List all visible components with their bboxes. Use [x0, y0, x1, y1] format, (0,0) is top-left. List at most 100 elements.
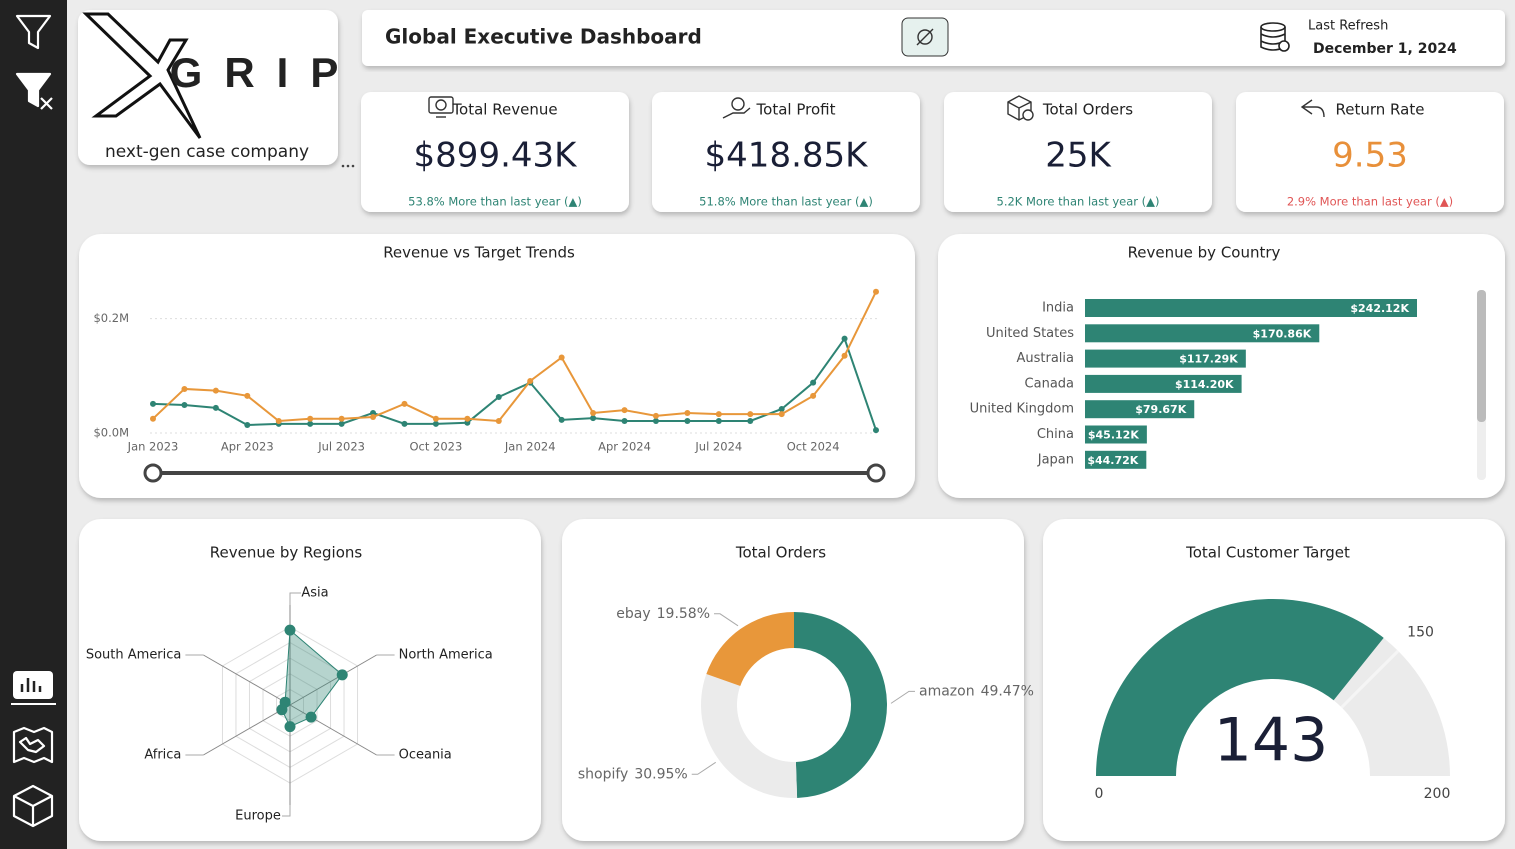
y-tick-label: India: [1042, 301, 1074, 316]
range-slider-handle[interactable]: [143, 463, 163, 483]
series-point: [370, 413, 377, 420]
x-tick-label: Oct 2024: [787, 440, 840, 454]
report-icon[interactable]: [11, 671, 56, 705]
series-point: [873, 288, 879, 295]
y-tick-label: United States: [986, 326, 1074, 341]
x-tick-label: Apr 2023: [221, 440, 274, 454]
radar-label: Europe: [235, 809, 281, 824]
data-label: $45.12K: [1088, 429, 1139, 442]
gauge-value-label: 143: [1214, 706, 1329, 776]
series-point: [338, 420, 345, 427]
leader-line: [289, 592, 301, 605]
bar: [1085, 400, 1195, 419]
series-point: [715, 411, 722, 418]
bar: [1085, 299, 1417, 317]
logo-x: [82, 12, 202, 139]
gauge-target: [1340, 649, 1400, 709]
series-point: [621, 407, 628, 414]
series-point: [810, 392, 817, 399]
data-label: $79.67K: [1135, 403, 1186, 416]
series-point: [841, 335, 848, 342]
series-point: [810, 379, 817, 386]
series-point: [684, 417, 691, 424]
box-icon[interactable]: [12, 784, 54, 828]
data-label: $170.86K: [1253, 327, 1312, 340]
kpi-change: 5.2K More than last year (▲): [997, 195, 1160, 209]
y-tick-label: Japan: [1037, 452, 1074, 467]
series-point: [275, 417, 282, 424]
series-point: [150, 415, 156, 422]
series-point: [401, 420, 408, 427]
category-label: shopify: [578, 766, 628, 782]
gauge-target-label: 150: [1407, 624, 1434, 640]
map-icon[interactable]: [12, 726, 54, 764]
donut-label: ebay 19.58%: [616, 606, 710, 622]
series-point: [841, 352, 848, 359]
bar: [1085, 374, 1242, 393]
refresh-label: Last Refresh: [1308, 19, 1388, 34]
radar-point: [305, 711, 317, 723]
series-point: [652, 412, 659, 419]
radar-axis: [203, 704, 291, 756]
database-icon: [1260, 22, 1290, 52]
scrollbar-thumb[interactable]: [1477, 290, 1486, 422]
refresh-date: December 1, 2024: [1313, 41, 1457, 57]
kpi-card: [944, 92, 1212, 212]
series-point: [621, 417, 628, 424]
gauge-value: [1096, 599, 1384, 776]
data-label: 49.47%: [981, 683, 1034, 699]
series-point: [558, 416, 565, 423]
radar-point: [279, 696, 291, 708]
x-tick-label: Jul 2023: [317, 440, 365, 454]
series-point: [338, 415, 345, 422]
radar-label: Africa: [144, 748, 181, 763]
radar-point: [336, 669, 348, 681]
series-point: [684, 409, 691, 416]
radar-label: South America: [86, 648, 182, 663]
series-point: [590, 415, 597, 422]
radar-card: [79, 519, 541, 841]
kpi-value: $899.43K: [414, 136, 579, 176]
series-point: [212, 404, 219, 411]
chart-title: Total Orders: [735, 544, 826, 562]
kpi-value: $418.85K: [705, 136, 870, 176]
donut-label: amazon 49.47%: [919, 683, 1034, 699]
clear-filter-icon[interactable]: [15, 72, 52, 108]
series-line: [152, 291, 877, 423]
x-tick-label: Apr 2024: [598, 440, 651, 454]
y-tick-label: Canada: [1025, 376, 1074, 391]
y-tick-label: Australia: [1016, 351, 1074, 366]
kpi-label: Total Revenue: [451, 101, 557, 119]
logo-brand: GRIP: [170, 49, 361, 96]
series-point: [244, 421, 251, 428]
series-point: [715, 417, 722, 424]
theme-button[interactable]: [901, 17, 949, 57]
y-tick-label: $0.0M: [93, 426, 129, 440]
x-tick-label: Jul 2024: [694, 440, 742, 454]
x-tick-label: Jan 2024: [504, 440, 556, 454]
series-point: [181, 385, 188, 392]
series-point: [244, 392, 251, 399]
radar-axis: [289, 704, 377, 756]
more-options[interactable]: [341, 164, 355, 168]
leader-line: [282, 805, 291, 817]
category-label: amazon: [919, 683, 975, 699]
range-slider-handle[interactable]: [866, 463, 886, 483]
logo-tagline: next-gen case company: [105, 142, 309, 162]
return-icon: [1300, 99, 1325, 118]
kpi-label: Total Profit: [756, 101, 836, 119]
line-card: [79, 234, 915, 498]
donut-card: [562, 519, 1024, 841]
chart-title: Revenue by Regions: [210, 544, 363, 562]
donut-label: shopify 30.95%: [578, 766, 688, 782]
filter-icon[interactable]: [15, 14, 52, 50]
series-line: [152, 336, 877, 431]
kpi-card: [361, 92, 629, 212]
data-label: $114.20K: [1175, 378, 1234, 391]
kpi-label: Total Orders: [1042, 101, 1133, 119]
series-point: [307, 420, 314, 427]
donut-slice: [794, 612, 887, 798]
category-label: ebay: [616, 606, 650, 622]
series-point: [212, 387, 219, 394]
series-point: [150, 400, 156, 407]
